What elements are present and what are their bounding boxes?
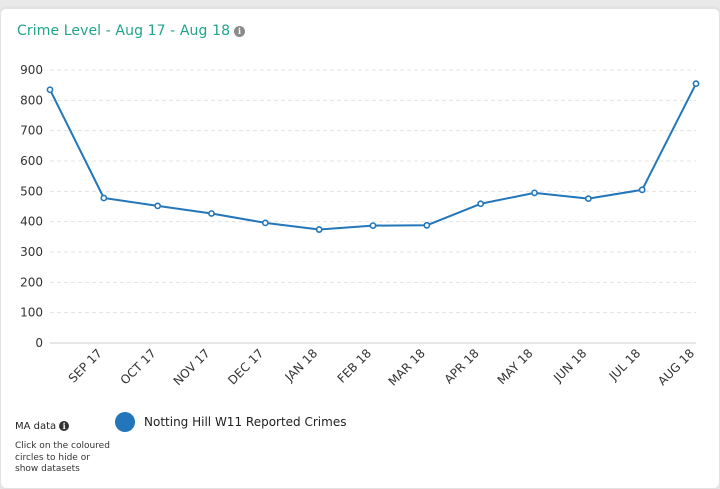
y-tick-label: 400 [20, 215, 43, 229]
series-line [49, 83, 697, 231]
y-tick-label: 0 [35, 336, 43, 350]
y-tick-label: 300 [20, 245, 43, 259]
x-tick-label: SEP 17 [66, 346, 105, 385]
x-tick-label: OCT 17 [118, 346, 159, 387]
x-tick-label: JUN 18 [550, 346, 589, 385]
ma-data-text: MA data [15, 421, 57, 432]
x-tick-label: FEB 18 [335, 346, 374, 385]
x-tick-label: NOV 17 [171, 346, 213, 388]
legend-color-dot[interactable] [115, 412, 135, 432]
x-tick-label: DEC 17 [225, 346, 266, 387]
info-icon[interactable]: i [234, 26, 246, 37]
legend-help-text: Click on the coloured circles to hide or… [15, 441, 110, 474]
y-tick-label: 700 [20, 124, 43, 138]
x-tick-label: JAN 18 [282, 346, 321, 385]
chart-card: Crime Level - Aug 17 - Aug 18 i [0, 8, 720, 489]
data-point [477, 200, 485, 208]
ma-info-icon[interactable]: i [59, 421, 70, 431]
data-point [369, 222, 377, 230]
y-tick-label: 500 [20, 184, 43, 198]
x-tick-label: MAY 18 [495, 346, 536, 387]
x-tick-label: APR 18 [442, 346, 482, 386]
chart-title: Crime Level - Aug 17 - Aug 18 i [17, 23, 246, 39]
legend-item-label: Notting Hill W11 Reported Crimes [144, 415, 347, 429]
y-tick-label: 900 [20, 63, 43, 77]
data-point [423, 221, 431, 229]
data-point [315, 226, 323, 233]
data-point [100, 194, 108, 202]
data-point [692, 80, 700, 88]
data-point [261, 219, 269, 227]
chart-title-text: Crime Level - Aug 17 - Aug 18 [17, 23, 231, 39]
data-point [584, 195, 592, 203]
data-point [531, 189, 538, 197]
data-point [208, 210, 215, 217]
data-point [46, 86, 54, 94]
ma-data-label: MA data i [15, 421, 70, 432]
data-point [154, 202, 162, 210]
legend-item-notting-hill[interactable]: Notting Hill W11 Reported Crimes [115, 412, 346, 432]
y-tick-label: 800 [20, 93, 43, 107]
y-tick-label: 200 [20, 275, 43, 289]
x-tick-label: JUL 18 [606, 346, 644, 384]
x-tick-label: AUG 18 [655, 346, 697, 388]
y-tick-label: 100 [20, 306, 43, 320]
x-tick-label: MAR 18 [386, 346, 428, 388]
data-point [638, 186, 646, 194]
y-tick-label: 600 [20, 154, 43, 168]
